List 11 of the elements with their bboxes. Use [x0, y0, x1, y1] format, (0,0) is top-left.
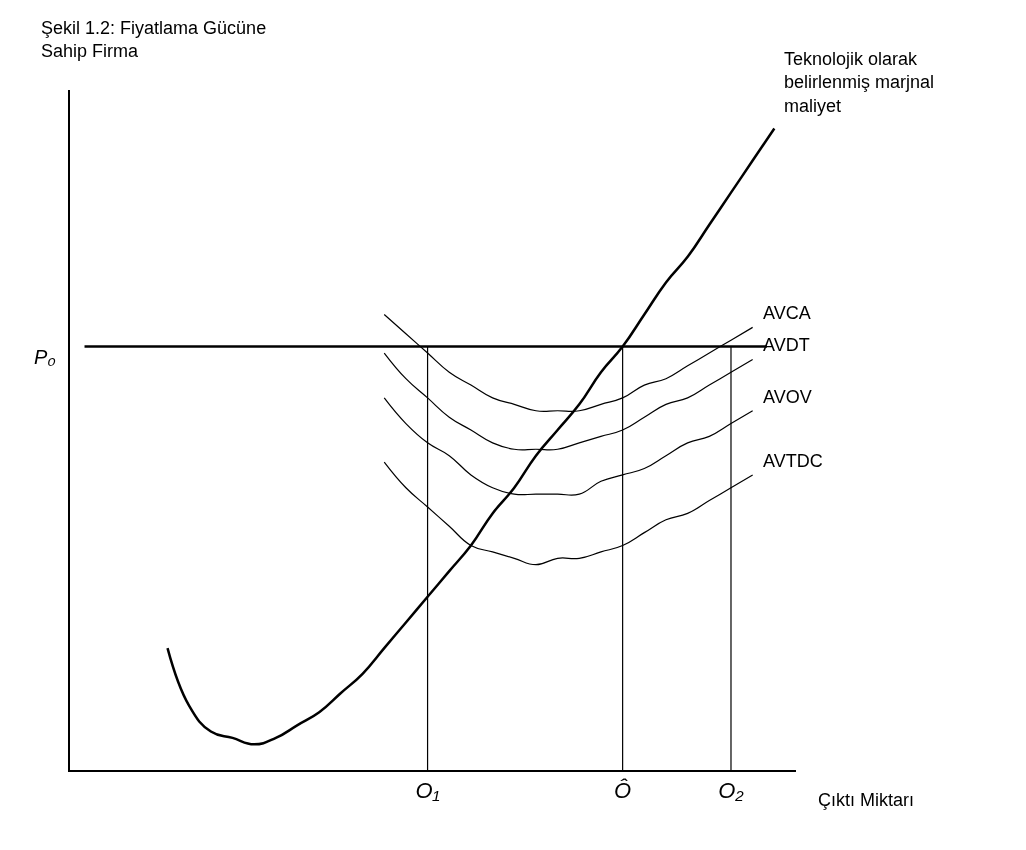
series-label: AVTDC — [763, 451, 823, 471]
series-label: AVCA — [763, 303, 811, 323]
x-axis-title: Çıktı Miktarı — [818, 790, 915, 810]
chart-title: Şekil 1.2: Fiyatlama Gücüne Sahip Firma — [41, 18, 267, 62]
series-label: Teknolojik olarak belirlenmiş marjnal maliyet — [784, 49, 935, 116]
series-label: AVOV — [763, 387, 812, 407]
ref-line-label: P₀ — [34, 346, 56, 368]
x-tick-label: O₂ — [718, 778, 745, 804]
x-tick-label: Ô — [614, 778, 632, 804]
x-tick-label: O₁ — [415, 778, 440, 804]
series-label: AVDT — [763, 335, 810, 355]
